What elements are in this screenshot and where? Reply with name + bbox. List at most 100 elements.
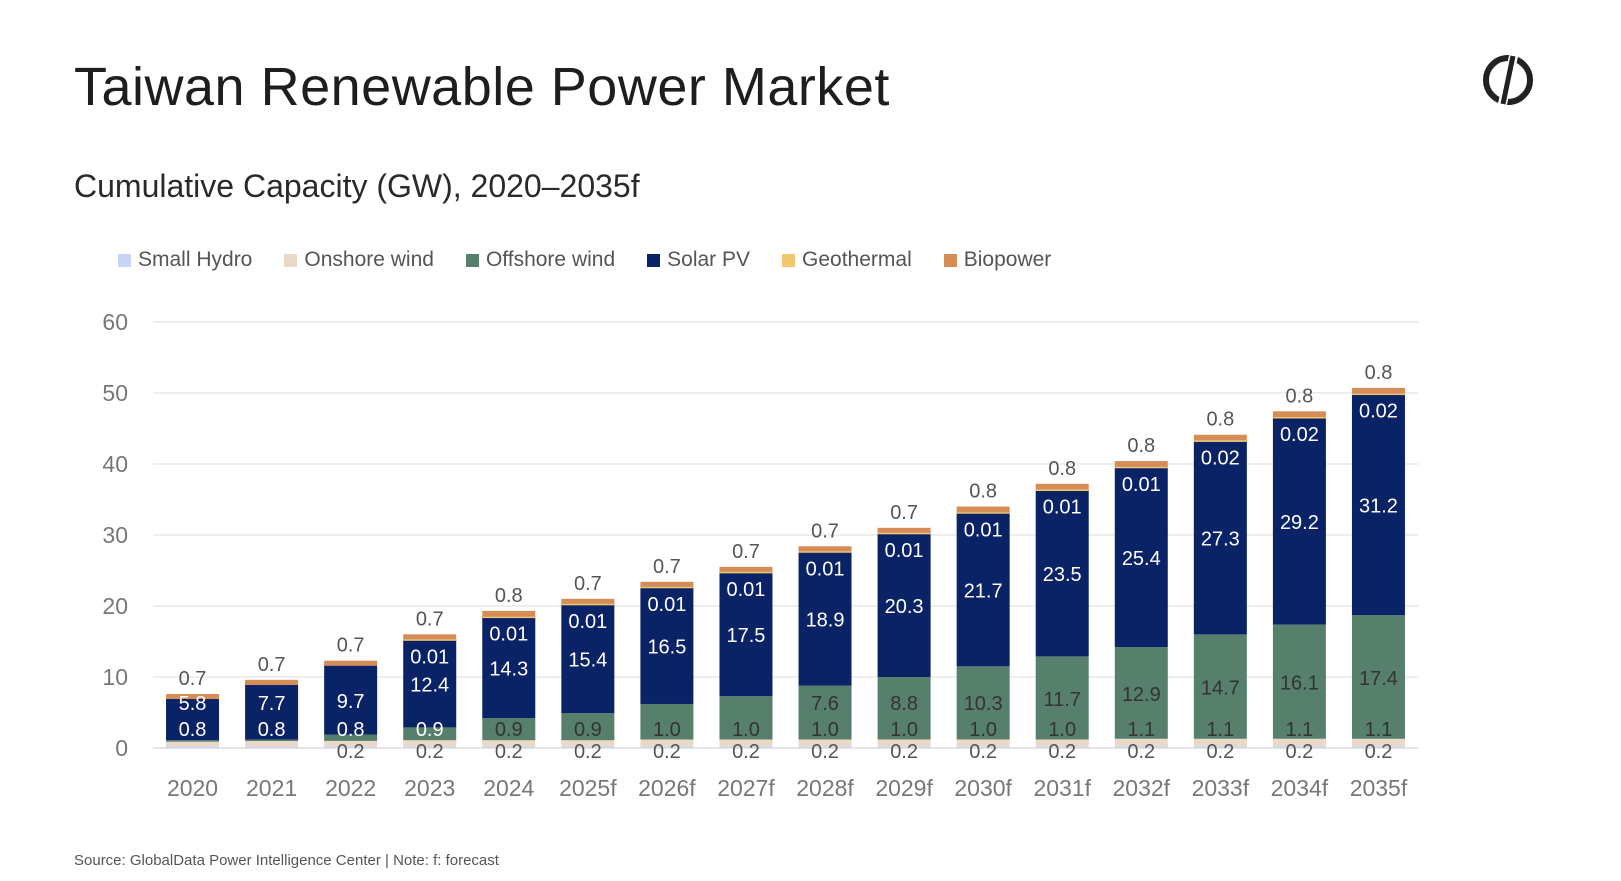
data-label: 15.4 (568, 650, 607, 672)
data-label: 1.0 (1048, 719, 1076, 741)
legend-item: Biopower (943, 248, 1052, 272)
data-label: 0.8 (1286, 385, 1314, 407)
data-label: 11.7 (1043, 689, 1080, 711)
y-tick-label: 0 (115, 735, 128, 761)
bar-segment-small-hydro (166, 746, 220, 749)
bar-segment-geothermal (719, 571, 773, 574)
bar-segment-offshore-wind (482, 718, 536, 741)
data-label: 1.1 (1365, 719, 1393, 741)
bar-segment-onshore-wind (1272, 738, 1326, 747)
data-label: 0.01 (1122, 474, 1161, 496)
y-tick-label: 60 (102, 309, 128, 335)
bar-segment-geothermal (1351, 393, 1405, 396)
bar-segment-biopower (1193, 434, 1247, 441)
legend-label: Biopower (963, 248, 1052, 271)
bar-segment-onshore-wind (1193, 738, 1247, 747)
bar-segment-biopower (640, 581, 694, 587)
data-label: 1.0 (890, 719, 918, 741)
data-label: 0.8 (1365, 362, 1393, 384)
bar-segment-offshore-wind (798, 685, 852, 740)
data-label: 1.0 (653, 719, 681, 741)
y-tick-label: 50 (102, 380, 128, 406)
bar-segment-solar-pv (1114, 466, 1168, 648)
bar-segment-offshore-wind (1272, 624, 1326, 739)
legend-swatch (647, 253, 661, 267)
bar-segment-biopower (719, 566, 773, 572)
legend-label: Onshore wind (304, 248, 434, 271)
bar-segment-biopower (1114, 461, 1168, 467)
data-label: 21.7 (964, 580, 1003, 602)
data-label: 0.2 (495, 741, 523, 763)
bar-segment-small-hydro (798, 746, 852, 749)
bar-segment-biopower (798, 546, 852, 552)
data-label: 0.2 (653, 741, 681, 763)
data-label: 1.1 (1127, 719, 1155, 741)
bar-segment-geothermal (640, 586, 694, 589)
legend-item: Solar PV (647, 248, 750, 272)
bar-segment-biopower (956, 506, 1010, 513)
data-label: 0.2 (1286, 741, 1314, 763)
bar-segment-small-hydro (1114, 746, 1168, 749)
bar-segment-small-hydro (1035, 746, 1089, 749)
bar-segment-geothermal (1193, 440, 1247, 442)
data-label: 27.3 (1201, 528, 1240, 550)
bar-segment-biopower (1272, 411, 1326, 417)
data-label: 14.7 (1201, 678, 1240, 700)
bar-segment-biopower (877, 527, 931, 533)
bar-segment-biopower (166, 694, 220, 700)
x-tick-label: 2021 (246, 775, 297, 801)
data-label: 0.01 (647, 594, 686, 616)
bar-segment-small-hydro (877, 746, 931, 749)
data-label: 29.2 (1280, 512, 1319, 534)
data-label: 1.0 (732, 719, 760, 741)
source-note: Source: GlobalData Power Intelligence Ce… (74, 852, 499, 869)
bar-segment-geothermal (482, 616, 536, 619)
bar-segment-onshore-wind (561, 740, 615, 747)
bar-segment-solar-pv (719, 571, 773, 697)
data-label: 7.6 (811, 693, 839, 715)
x-tick-label: 2024 (483, 775, 534, 801)
data-label: 0.01 (964, 519, 1003, 541)
bar-segment-onshore-wind (719, 739, 773, 747)
legend-item: Geothermal (782, 248, 912, 272)
x-tick-label: 2029f (875, 775, 933, 801)
bar-segment-onshore-wind (798, 739, 852, 747)
x-tick-label: 2020 (167, 775, 218, 801)
data-label: 0.02 (1280, 424, 1319, 446)
data-label: 0.01 (410, 646, 449, 668)
bar-segment-offshore-wind (245, 739, 299, 741)
data-label: 0.02 (1201, 448, 1240, 470)
bar-segment-offshore-wind (719, 696, 773, 740)
x-tick-label: 2032f (1113, 775, 1171, 801)
bar-segment-solar-pv (1272, 417, 1326, 625)
data-label: 0.2 (337, 741, 365, 763)
data-label: 0.01 (727, 579, 766, 601)
data-label: 0.2 (416, 741, 444, 763)
legend-swatch (782, 253, 796, 267)
x-tick-label: 2026f (638, 775, 696, 801)
data-label: 0.7 (179, 668, 207, 690)
bar-segment-offshore-wind (640, 703, 694, 740)
legend-item: Small Hydro (118, 248, 252, 272)
data-label: 0.2 (1206, 741, 1234, 763)
data-label: 16.5 (647, 636, 686, 658)
data-label: 1.1 (1286, 719, 1314, 741)
data-label: 0.2 (969, 741, 997, 763)
data-label: 14.3 (489, 658, 528, 680)
x-tick-label: 2023 (404, 775, 455, 801)
bar-segment-onshore-wind (1035, 739, 1089, 747)
data-label: 12.9 (1122, 684, 1161, 706)
data-label: 18.9 (806, 609, 845, 631)
data-label: 0.2 (890, 741, 918, 763)
legend-label: Geothermal (802, 248, 912, 271)
data-label: 0.7 (337, 635, 365, 657)
data-label: 17.4 (1359, 668, 1398, 690)
data-label: 0.01 (1043, 497, 1082, 519)
x-tick-label: 2027f (717, 775, 775, 801)
bar-segment-offshore-wind (1114, 647, 1168, 739)
bar-segment-small-hydro (561, 746, 615, 749)
data-label: 12.4 (410, 674, 449, 696)
bar-segment-biopower (245, 679, 299, 685)
data-label: 0.01 (568, 611, 607, 633)
